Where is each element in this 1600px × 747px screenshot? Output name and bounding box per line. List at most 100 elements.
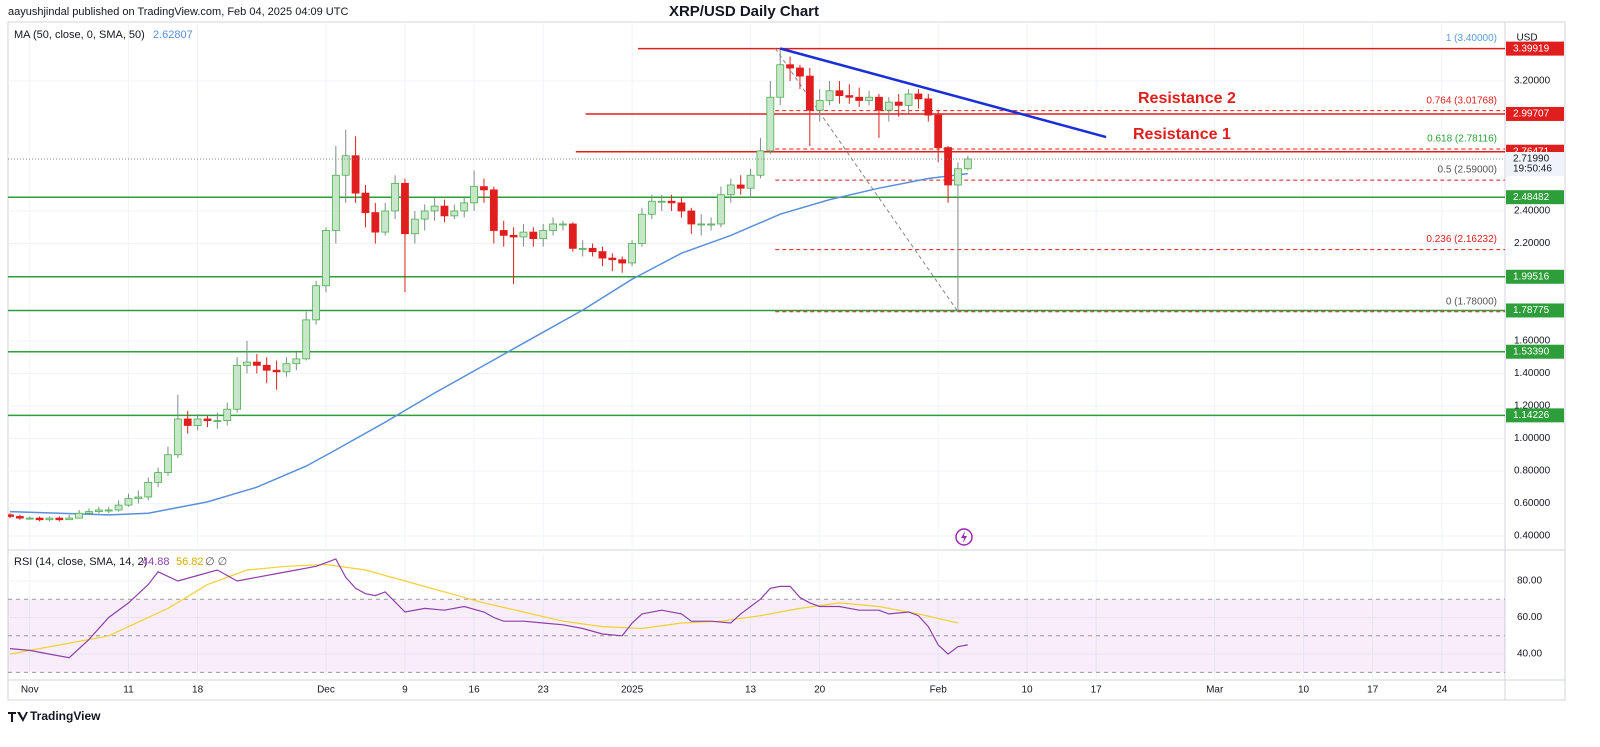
- byline: aayushjindal published on TradingView.co…: [8, 6, 348, 18]
- level-tag-label: 1.78775: [1513, 305, 1550, 316]
- candle-body: [233, 364, 241, 410]
- level-tag-label: 2.76471: [1513, 146, 1550, 157]
- candle-body: [845, 95, 854, 98]
- candle-body: [292, 358, 301, 365]
- candle-body: [736, 184, 745, 189]
- last-price-tag: [1506, 152, 1564, 177]
- level-tag-label: 1.99516: [1513, 271, 1550, 282]
- candle-body: [628, 243, 636, 264]
- candle-body: [746, 174, 755, 189]
- level-tag: [1506, 269, 1564, 284]
- candle-body: [697, 223, 706, 226]
- rsi-line: [9, 558, 968, 659]
- candle-body: [489, 189, 498, 231]
- candle-body: [144, 481, 153, 498]
- candle-body: [647, 200, 656, 215]
- level-tag: [1506, 408, 1564, 423]
- candle-body: [480, 186, 488, 191]
- y-tick-label: 1.40000: [1514, 368, 1551, 379]
- candle-body: [766, 96, 775, 152]
- ma-reading: 2.62807: [153, 29, 193, 41]
- candle-body: [410, 218, 419, 235]
- candle-body: [914, 93, 923, 100]
- rsi-extra: ∅ ∅: [205, 556, 227, 568]
- fib-label: 1 (3.40000): [1446, 33, 1497, 44]
- candle-body: [578, 247, 587, 250]
- candle-body: [924, 98, 933, 116]
- candle-body: [8, 514, 14, 517]
- candle-body: [875, 96, 883, 111]
- y-tick-label: 60.00: [1517, 612, 1542, 623]
- candle-body: [756, 150, 765, 176]
- level-tag-label: 1.14226: [1513, 410, 1550, 421]
- candle-body: [963, 158, 972, 170]
- rsi-ma-reading: 56.82: [176, 556, 204, 568]
- candle-body: [855, 96, 864, 101]
- x-tick-label: 10: [1022, 685, 1034, 696]
- candle-body: [85, 511, 93, 514]
- fib-label: 0.5 (2.59000): [1438, 165, 1498, 176]
- candle-body: [45, 517, 54, 521]
- candle-body: [450, 210, 459, 217]
- x-tick-label: 16: [469, 685, 481, 696]
- candle-body: [588, 247, 597, 253]
- candle-body: [954, 168, 962, 186]
- candle-body: [904, 93, 913, 106]
- y-tick-label: 0.80000: [1514, 466, 1551, 477]
- candle-body: [94, 509, 103, 513]
- y-tick-label: 2.40000: [1514, 206, 1551, 217]
- candle-body: [183, 418, 192, 426]
- candle-body: [726, 184, 735, 196]
- candle-body: [519, 231, 528, 238]
- fib-label: 0 (1.78000): [1446, 296, 1497, 307]
- x-tick-label: 9: [402, 685, 408, 696]
- candle-body: [203, 418, 212, 422]
- candle-body: [134, 496, 143, 500]
- candle-body: [361, 192, 370, 214]
- annotation: Resistance 2: [1138, 90, 1236, 107]
- candle-body: [934, 114, 943, 149]
- x-tick-label: 20: [814, 685, 826, 696]
- candle-body: [401, 182, 409, 235]
- fib-label: 0.618 (2.78116): [1427, 134, 1497, 145]
- rsi-reading: 44.88: [142, 556, 170, 568]
- candle-body: [884, 101, 893, 111]
- candle-body: [272, 369, 281, 373]
- candle-body: [35, 517, 44, 521]
- candle-body: [75, 512, 83, 519]
- candle-body: [805, 75, 814, 111]
- ma-line: [9, 172, 968, 516]
- fib-trend: [774, 48, 959, 313]
- candle-body: [282, 363, 291, 373]
- candle-body: [944, 147, 952, 186]
- x-tick-label: 24: [1436, 685, 1448, 696]
- candle-body: [894, 101, 903, 106]
- axes: Nov 11 18 Dec 9 16 23 2025 13 20 Feb 10 17 Mar 10 17 24 3…: [21, 41, 1564, 696]
- price-pane: 1 (3.40000) 0.764 (3.01768) 0.618 (2.78116…: [8, 33, 1505, 522]
- candle-body: [65, 517, 74, 521]
- x-tick-label: Mar: [1206, 685, 1224, 696]
- candle-body: [262, 364, 271, 371]
- x-tick-label: Feb: [930, 685, 948, 696]
- candle-body: [391, 182, 399, 212]
- x-tick-label: 17: [1367, 685, 1379, 696]
- y-tick-label: 1.60000: [1514, 336, 1551, 347]
- x-tick-label: 2025: [621, 685, 644, 696]
- candle-body: [164, 454, 172, 474]
- candle-body: [213, 420, 222, 423]
- annotation: Resistance 1: [1133, 126, 1231, 143]
- candle-body: [173, 418, 182, 456]
- footer-logo: [8, 712, 28, 722]
- candle-body: [114, 504, 123, 511]
- candle-body: [786, 64, 794, 69]
- x-tick-label: Dec: [317, 685, 335, 696]
- candle-body: [707, 223, 715, 226]
- replay-icon[interactable]: [955, 528, 973, 546]
- fib-label: 0.764 (3.01768): [1426, 95, 1497, 106]
- level-tag-label: 2.99707: [1513, 109, 1550, 120]
- candle-body: [223, 408, 232, 422]
- rsi-legend: RSI (14, close, SMA, 14, 2): [14, 556, 147, 568]
- fib-label: 0.236 (2.16232): [1426, 234, 1497, 245]
- candle-body: [331, 174, 340, 231]
